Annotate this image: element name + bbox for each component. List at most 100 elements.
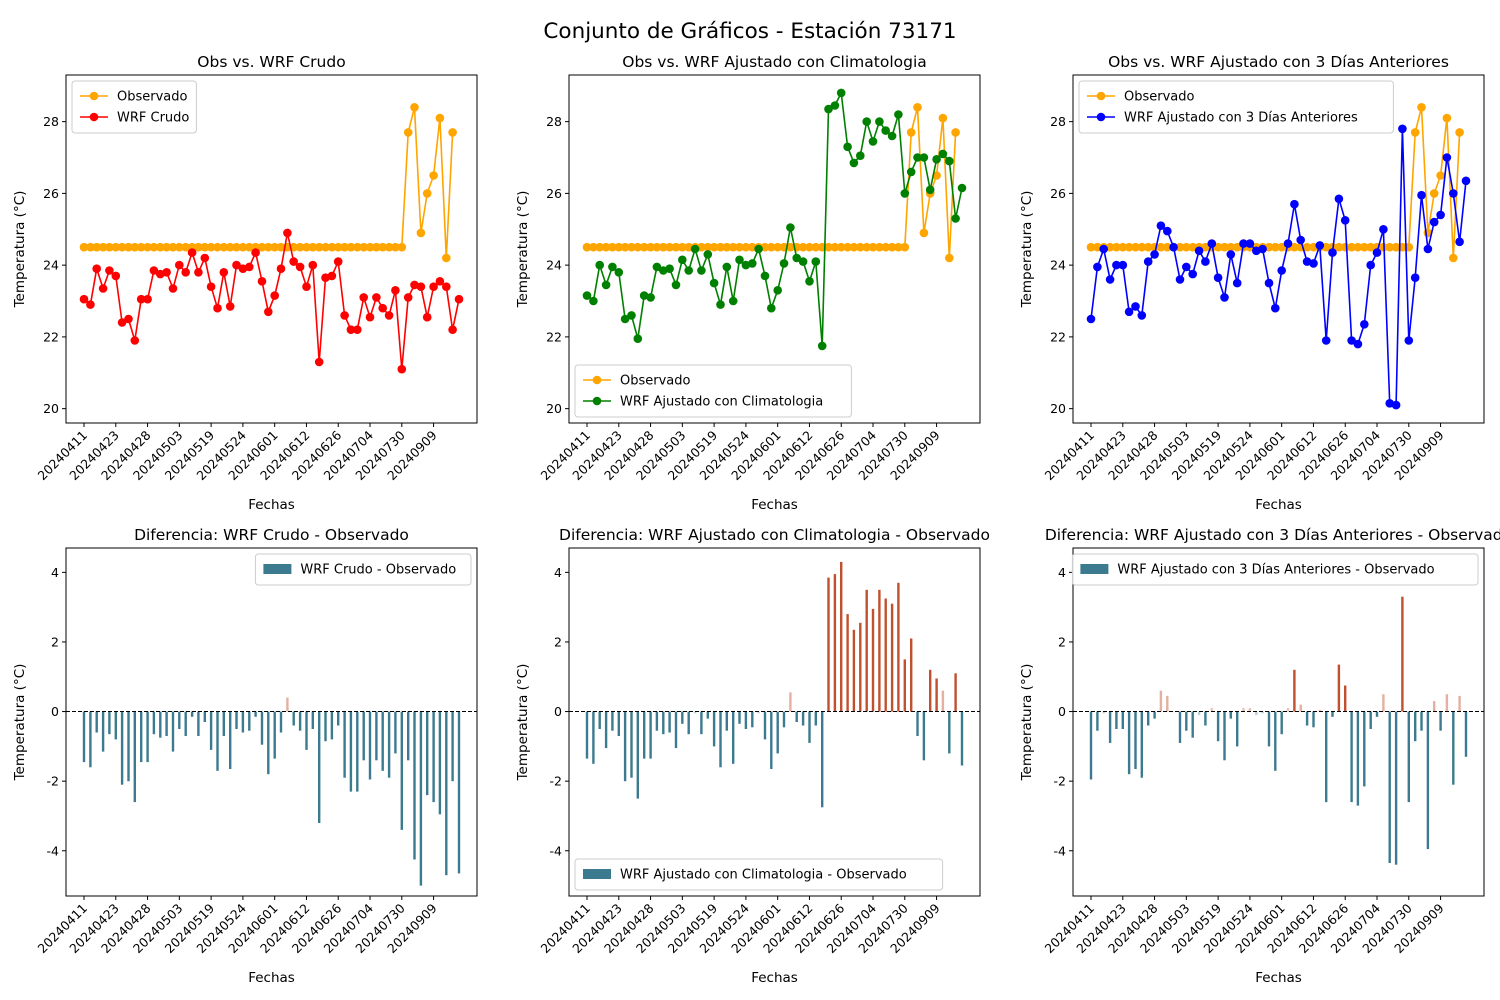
bar xyxy=(1153,711,1156,719)
data-point xyxy=(938,113,948,123)
bar xyxy=(1318,709,1321,712)
data-point xyxy=(620,314,630,324)
bar xyxy=(592,711,595,764)
data-point xyxy=(378,303,388,313)
data-point xyxy=(111,242,121,252)
data-point xyxy=(805,277,814,286)
bar xyxy=(1255,711,1258,716)
data-point xyxy=(932,155,941,164)
bar xyxy=(801,711,805,726)
chart-title: Diferencia: WRF Crudo - Observado xyxy=(134,526,409,544)
data-point xyxy=(1423,244,1433,254)
data-point xyxy=(1175,242,1185,252)
y-tick-label: 24 xyxy=(1050,258,1066,273)
data-point xyxy=(270,242,280,252)
data-point xyxy=(384,242,394,252)
data-point xyxy=(302,242,311,252)
y-tick-label: 26 xyxy=(43,186,59,201)
data-point xyxy=(333,257,343,266)
bar xyxy=(903,659,906,712)
bar xyxy=(95,711,98,733)
data-point xyxy=(1131,302,1140,311)
data-point xyxy=(798,257,808,266)
data-point xyxy=(659,242,668,252)
data-point xyxy=(1188,242,1197,252)
data-point xyxy=(1429,189,1439,198)
data-point xyxy=(270,291,280,300)
data-point xyxy=(906,167,916,177)
legend-swatch-marker xyxy=(592,396,602,406)
bar xyxy=(311,711,314,729)
data-point xyxy=(1163,242,1172,252)
data-point xyxy=(735,242,744,252)
legend: Observado WRF Ajustado con 3 Días Anterio… xyxy=(1078,80,1394,134)
data-point xyxy=(1385,242,1394,252)
data-point xyxy=(92,242,101,252)
data-point xyxy=(92,264,101,274)
data-point xyxy=(1118,242,1128,252)
data-point xyxy=(1086,314,1096,324)
data-point xyxy=(1353,339,1363,349)
legend: Observado WRF Ajustado con Climatologia xyxy=(574,364,852,418)
bar xyxy=(916,711,919,736)
data-point xyxy=(289,257,299,266)
data-point xyxy=(1264,278,1274,288)
data-point xyxy=(951,214,960,223)
y-tick-label: 2 xyxy=(554,634,562,649)
bar xyxy=(1102,711,1105,714)
bar xyxy=(356,711,359,792)
bar xyxy=(101,711,105,752)
data-point xyxy=(130,242,140,252)
data-point xyxy=(1188,269,1197,279)
data-point xyxy=(1366,260,1375,270)
data-point xyxy=(416,282,426,292)
bar xyxy=(127,711,130,782)
data-point xyxy=(333,242,343,252)
data-point xyxy=(1347,242,1356,252)
data-point xyxy=(1137,311,1147,320)
bar xyxy=(1280,711,1283,735)
y-tick-label: -2 xyxy=(1054,774,1066,789)
data-point xyxy=(1347,336,1356,345)
data-point xyxy=(79,294,89,304)
data-point xyxy=(1302,242,1312,252)
bar xyxy=(1356,711,1360,806)
bar xyxy=(279,711,283,733)
legend-box xyxy=(71,80,197,134)
data-point xyxy=(1309,259,1318,268)
data-point xyxy=(817,341,827,351)
data-point xyxy=(1321,336,1331,345)
data-point xyxy=(391,286,400,295)
data-point xyxy=(925,185,935,195)
data-point xyxy=(849,158,859,168)
bar xyxy=(643,711,646,759)
data-point xyxy=(811,257,821,266)
data-point xyxy=(232,260,241,270)
bar xyxy=(782,711,786,728)
data-point xyxy=(881,242,890,252)
data-point xyxy=(1213,242,1223,252)
data-point xyxy=(1410,128,1420,137)
chart-title: Obs vs. WRF Crudo xyxy=(197,53,345,71)
bar xyxy=(216,711,219,771)
bar xyxy=(1197,711,1201,716)
data-point xyxy=(779,259,789,268)
bar xyxy=(1236,711,1239,747)
data-point xyxy=(678,255,687,265)
bar xyxy=(751,711,754,728)
bar xyxy=(852,629,856,712)
bar xyxy=(248,711,251,731)
data-point xyxy=(1417,103,1426,112)
data-point xyxy=(709,278,719,288)
data-point xyxy=(1182,262,1191,272)
data-point xyxy=(671,280,681,290)
bar xyxy=(178,711,181,729)
data-point xyxy=(1213,273,1223,283)
legend-label: Observado xyxy=(1124,90,1195,105)
data-point xyxy=(1112,260,1121,270)
data-point xyxy=(843,242,852,252)
bar xyxy=(617,711,620,736)
data-point xyxy=(442,253,451,263)
data-point xyxy=(862,242,871,252)
bar xyxy=(929,669,932,712)
